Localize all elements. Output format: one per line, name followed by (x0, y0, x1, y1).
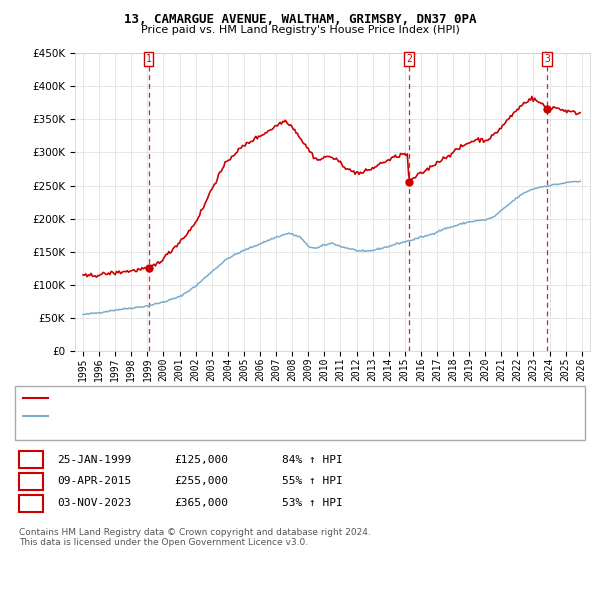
Text: £125,000: £125,000 (174, 455, 228, 464)
Text: 3: 3 (28, 499, 35, 508)
Text: £255,000: £255,000 (174, 477, 228, 486)
Text: Contains HM Land Registry data © Crown copyright and database right 2024.
This d: Contains HM Land Registry data © Crown c… (19, 528, 371, 548)
Text: 53% ↑ HPI: 53% ↑ HPI (282, 499, 343, 508)
Text: 84% ↑ HPI: 84% ↑ HPI (282, 455, 343, 464)
Text: 1: 1 (146, 54, 151, 64)
Text: 13, CAMARGUE AVENUE, WALTHAM, GRIMSBY, DN37 0PA: 13, CAMARGUE AVENUE, WALTHAM, GRIMSBY, D… (124, 13, 476, 26)
Text: Price paid vs. HM Land Registry's House Price Index (HPI): Price paid vs. HM Land Registry's House … (140, 25, 460, 35)
Text: 2: 2 (406, 54, 412, 64)
Text: 13, CAMARGUE AVENUE, WALTHAM, GRIMSBY, DN37 0PA (detached house): 13, CAMARGUE AVENUE, WALTHAM, GRIMSBY, D… (53, 394, 437, 403)
Text: HPI: Average price, detached house, North East Lincolnshire: HPI: Average price, detached house, Nort… (53, 411, 407, 421)
Text: 2: 2 (28, 477, 35, 486)
Text: 1: 1 (28, 455, 35, 464)
Text: 55% ↑ HPI: 55% ↑ HPI (282, 477, 343, 486)
Text: 09-APR-2015: 09-APR-2015 (57, 477, 131, 486)
Text: £365,000: £365,000 (174, 499, 228, 508)
Text: 3: 3 (544, 54, 550, 64)
Text: 25-JAN-1999: 25-JAN-1999 (57, 455, 131, 464)
Text: 03-NOV-2023: 03-NOV-2023 (57, 499, 131, 508)
